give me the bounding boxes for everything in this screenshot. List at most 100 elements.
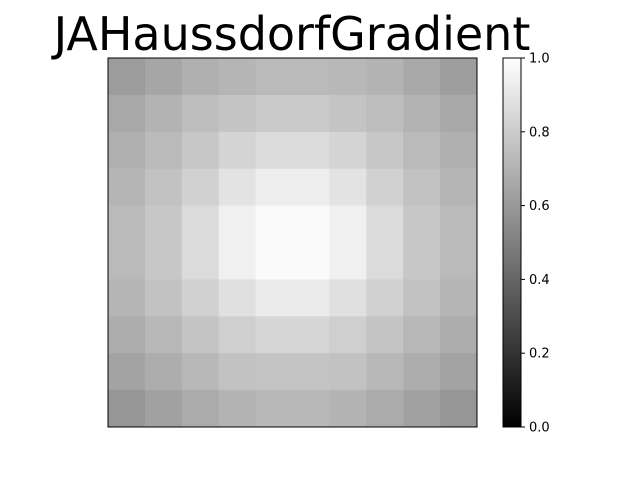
heatmap-cell	[144, 168, 183, 206]
heatmap-cell	[403, 316, 441, 354]
heatmap-cell	[292, 205, 330, 243]
heatmap-cell	[255, 316, 293, 354]
colorbar-tick-label: 1.0	[529, 52, 550, 67]
heatmap-cell	[366, 205, 404, 243]
heatmap-cell	[218, 316, 256, 354]
heatmap-cell	[292, 131, 330, 170]
heatmap-cell	[366, 279, 404, 317]
heatmap-cell	[329, 168, 367, 206]
heatmap-cell	[403, 205, 441, 243]
heatmap-cell	[108, 353, 146, 391]
colorbar-tick-label: 0.0	[529, 421, 550, 436]
heatmap-cell	[181, 353, 220, 391]
heatmap-cell	[255, 242, 293, 280]
heatmap-cell	[292, 279, 330, 317]
heatmap-cell	[366, 353, 404, 391]
heatmap-cell	[440, 58, 478, 96]
heatmap-cell	[440, 353, 478, 391]
heatmap-cell	[218, 168, 256, 206]
heatmap-cell	[218, 131, 256, 170]
heatmap-cell	[366, 316, 404, 354]
chart-title: JAHaussdorfGradient	[51, 7, 531, 61]
heatmap-cell	[292, 390, 330, 428]
heatmap-cell	[366, 242, 404, 280]
heatmap-cell	[329, 242, 367, 280]
colorbar-axis: 0.0 0.2 0.4 0.6 0.8 1.0	[521, 52, 550, 436]
heatmap-cell	[255, 168, 293, 206]
colorbar-tick-label: 0.8	[529, 125, 550, 140]
heatmap-cell	[108, 316, 146, 354]
heatmap-cell	[366, 131, 404, 170]
heatmap-cell	[403, 353, 441, 391]
heatmap-cell	[329, 205, 367, 243]
heatmap-cell	[144, 205, 183, 243]
heatmap-cell	[292, 316, 330, 354]
heatmap-cell	[403, 242, 441, 280]
heatmap-cell	[329, 390, 367, 428]
heatmap-cell	[108, 279, 146, 317]
heatmap-cell	[181, 316, 220, 354]
heatmap-cell	[403, 168, 441, 206]
heatmap-cell	[144, 58, 183, 96]
heatmap-cell	[292, 242, 330, 280]
colorbar-tick-label: 0.4	[529, 273, 550, 288]
heatmap-cell	[440, 205, 478, 243]
heatmap-cell	[144, 390, 183, 428]
heatmap-cell	[329, 279, 367, 317]
heatmap-cell	[440, 390, 478, 428]
heatmap-cell	[144, 94, 183, 133]
heatmap-cell	[144, 131, 183, 170]
heatmap-cell	[440, 242, 478, 280]
heatmap-cell	[329, 131, 367, 170]
heatmap-cell	[403, 58, 441, 96]
heatmap-cell	[218, 279, 256, 317]
colorbar	[502, 57, 522, 428]
heatmap-cell	[108, 94, 146, 133]
heatmap-cell	[255, 353, 293, 391]
heatmap-cell	[292, 168, 330, 206]
heatmap-cell	[403, 94, 441, 133]
heatmap-cell	[255, 279, 293, 317]
heatmap-cell	[403, 390, 441, 428]
heatmap-cell	[255, 390, 293, 428]
heatmap-cell	[181, 242, 220, 280]
heatmap-cell	[440, 316, 478, 354]
heatmap-cell	[144, 242, 183, 280]
heatmap-cell	[292, 94, 330, 133]
heatmap-cell	[144, 353, 183, 391]
heatmap-cell	[329, 353, 367, 391]
heatmap-cell	[366, 94, 404, 133]
heatmap-cell	[218, 242, 256, 280]
heatmap-cell	[218, 205, 256, 243]
heatmap-cell	[181, 58, 220, 96]
heatmap-cell	[440, 279, 478, 317]
heatmap-cell	[108, 58, 146, 96]
heatmap-cell	[366, 168, 404, 206]
heatmap-cell	[181, 131, 220, 170]
heatmap-cell	[108, 131, 146, 170]
heatmap-cell	[366, 58, 404, 96]
heatmap-cell	[218, 353, 256, 391]
heatmap-cell	[218, 390, 256, 428]
heatmap-cell	[181, 390, 220, 428]
heatmap-cell	[329, 94, 367, 133]
colorbar-tick-label: 0.2	[529, 347, 550, 362]
heatmap-cell	[440, 94, 478, 133]
heatmap-cell	[440, 131, 478, 170]
heatmap-cell	[218, 94, 256, 133]
heatmap-cell	[292, 58, 330, 96]
heatmap-cell	[108, 205, 146, 243]
heatmap-frame	[107, 57, 478, 428]
heatmap-cell	[218, 58, 256, 96]
heatmap-grid	[108, 58, 478, 428]
heatmap-cell	[108, 168, 146, 206]
heatmap-cell	[366, 390, 404, 428]
heatmap-cell	[144, 279, 183, 317]
heatmap-cell	[329, 58, 367, 96]
heatmap-cell	[255, 94, 293, 133]
heatmap-cell	[255, 205, 293, 243]
heatmap-cell	[181, 205, 220, 243]
heatmap-cell	[292, 353, 330, 391]
colorbar-tick-label: 0.6	[529, 199, 550, 214]
